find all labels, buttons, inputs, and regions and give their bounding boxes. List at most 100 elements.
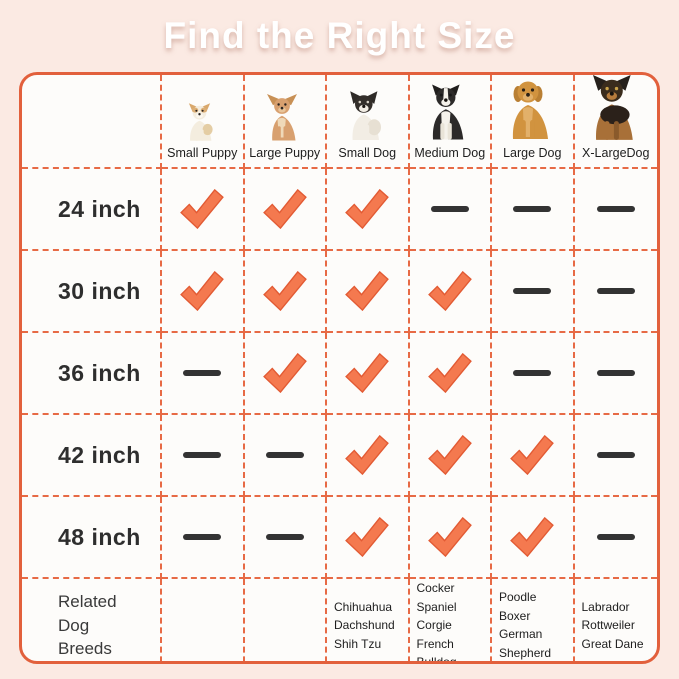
breed-name: Shih Tzu [334,636,382,651]
corgi-puppy-icon [189,103,213,141]
mark-cell [574,169,657,251]
breeds-cell-small-dog: Chihuahua Dachshund Shih Tzu [327,579,410,661]
breeds-label-text: Related Dog Breeds [58,591,117,659]
german-shepherd-icon [592,75,633,140]
breed-name: French Bulldog [416,636,457,664]
corner-cell [22,75,162,169]
mark-cell [492,251,575,333]
breed-name: Great Dane [581,636,644,651]
size-label: 24 inch [58,195,141,222]
breeds-cell-large-dog: Poodle Boxer German Shepherd [492,579,575,661]
dash-icon [513,370,552,376]
mark-cell [327,251,410,333]
dash-icon [596,288,635,294]
column-label: X-LargeDog [582,146,650,160]
breed-name: Chihuahua [334,599,393,614]
size-label: 42 inch [58,441,141,468]
breed-name: Boxer [499,608,531,623]
size-label: 48 inch [58,523,141,550]
breed-name: Dachshund [334,618,395,633]
mark-cell [492,333,575,415]
column-header-large-puppy: Large Puppy [244,75,327,169]
size-label: 36 inch [58,359,141,386]
check-icon [510,517,555,557]
mark-cell [492,169,575,251]
breed-name: German Shepherd [499,627,552,661]
column-label: Large Dog [503,146,562,160]
column-header-x-large-dog: X-LargeDog [574,75,657,169]
mark-cell [409,333,492,415]
check-icon [345,189,390,229]
mark-cell [162,333,245,415]
dash-icon [265,452,304,458]
page-title: Find the Right Size [163,15,516,56]
chihuahua-icon [266,94,297,141]
row-label-42-inch: 42 inch [22,415,162,497]
mark-cell [162,169,245,251]
check-icon [262,189,307,229]
check-icon [262,353,307,393]
column-header-small-dog: Small Dog [327,75,410,169]
breeds-row-label: Related Dog Breeds [22,579,162,661]
mark-cell [244,415,327,497]
row-label-24-inch: 24 inch [22,169,162,251]
check-icon [180,271,225,311]
mark-cell [409,415,492,497]
mark-cell [162,415,245,497]
dash-icon [183,370,222,376]
column-label: Small Dog [338,146,397,160]
size-label: 30 inch [58,277,141,304]
border-collie-icon [432,84,464,140]
check-icon [345,271,390,311]
breed-name: Labrador [581,599,630,614]
check-icon [262,271,307,311]
dash-icon [183,452,222,458]
mark-cell [492,497,575,579]
column-header-medium-dog: Medium Dog [409,75,492,169]
column-header-small-puppy: Small Puppy [162,75,245,169]
mark-cell [409,497,492,579]
dash-icon [513,288,552,294]
mark-cell [162,497,245,579]
size-chart-table: Small Puppy Large Puppy [19,72,660,664]
mark-cell [574,333,657,415]
mark-cell [574,415,657,497]
dash-icon [596,452,635,458]
mark-cell [244,169,327,251]
check-icon [427,353,472,393]
golden-retriever-icon [513,81,549,139]
breed-name: Corgie [416,618,452,633]
row-label-30-inch: 30 inch [22,251,162,333]
mark-cell [244,497,327,579]
column-label: Large Puppy [249,146,321,160]
mark-cell [327,169,410,251]
dash-icon [596,370,635,376]
mark-cell [327,333,410,415]
mark-cell [327,497,410,579]
breeds-cell-medium-dog: Cocker Spaniel Corgie French Bulldog [410,579,492,664]
breeds-cell-x-large-dog: Labrador Rottweiler Great Dane [575,579,658,661]
column-header-large-dog: Large Dog [492,75,575,169]
mark-cell [244,251,327,333]
check-icon [427,435,472,475]
dash-icon [596,206,635,212]
row-label-36-inch: 36 inch [22,333,162,415]
mark-cell [574,497,657,579]
mark-cell [244,333,327,415]
dash-icon [265,534,304,540]
dash-icon [596,534,635,540]
row-label-48-inch: 48 inch [22,497,162,579]
breeds-cell-small-puppy [162,579,245,661]
breed-name: Cocker Spaniel [416,581,457,614]
mark-cell [327,415,410,497]
breed-name: Poodle [499,590,537,605]
check-icon [510,435,555,475]
breeds-cell-large-puppy [245,579,327,661]
check-icon [180,189,225,229]
check-icon [427,271,472,311]
column-label: Small Puppy [167,146,238,160]
mark-cell [162,251,245,333]
column-label: Medium Dog [414,146,486,160]
dash-icon [513,206,552,212]
check-icon [427,517,472,557]
